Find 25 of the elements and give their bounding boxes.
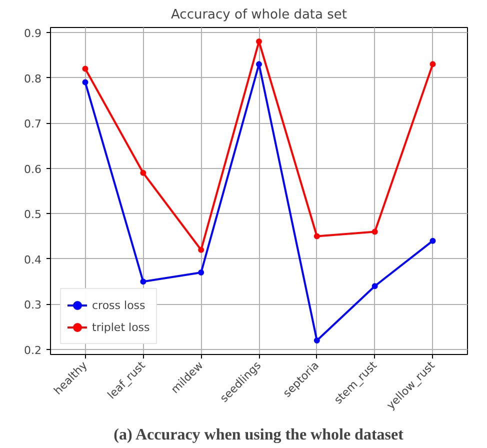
text: (a) Accuracy when using the whole dataset <box>114 426 404 444</box>
y-tick-label: 0.4 <box>24 253 42 266</box>
y-tick-label: 0.3 <box>24 298 42 312</box>
point <box>314 337 320 344</box>
point <box>82 66 88 72</box>
point <box>372 228 378 235</box>
y-tick-label: 0.8 <box>24 72 42 86</box>
y-tick-label: 0.6 <box>24 162 42 176</box>
point <box>256 61 262 68</box>
legend-label: cross loss <box>92 298 146 312</box>
point <box>198 270 204 276</box>
point <box>430 61 436 68</box>
point <box>198 246 204 253</box>
point <box>140 278 146 285</box>
y-tick-label: 0.7 <box>24 118 42 131</box>
y-tick-label: 0.5 <box>24 208 42 222</box>
point <box>372 283 378 290</box>
point <box>430 238 436 244</box>
y-tick-label: 0.2 <box>24 344 42 358</box>
chart-title: Accuracy of whole data set <box>171 8 347 22</box>
point <box>140 170 146 176</box>
point <box>82 79 88 86</box>
y-tick-label: 0.9 <box>24 26 42 40</box>
legend-label: triplet loss <box>92 320 150 334</box>
point <box>314 233 320 240</box>
